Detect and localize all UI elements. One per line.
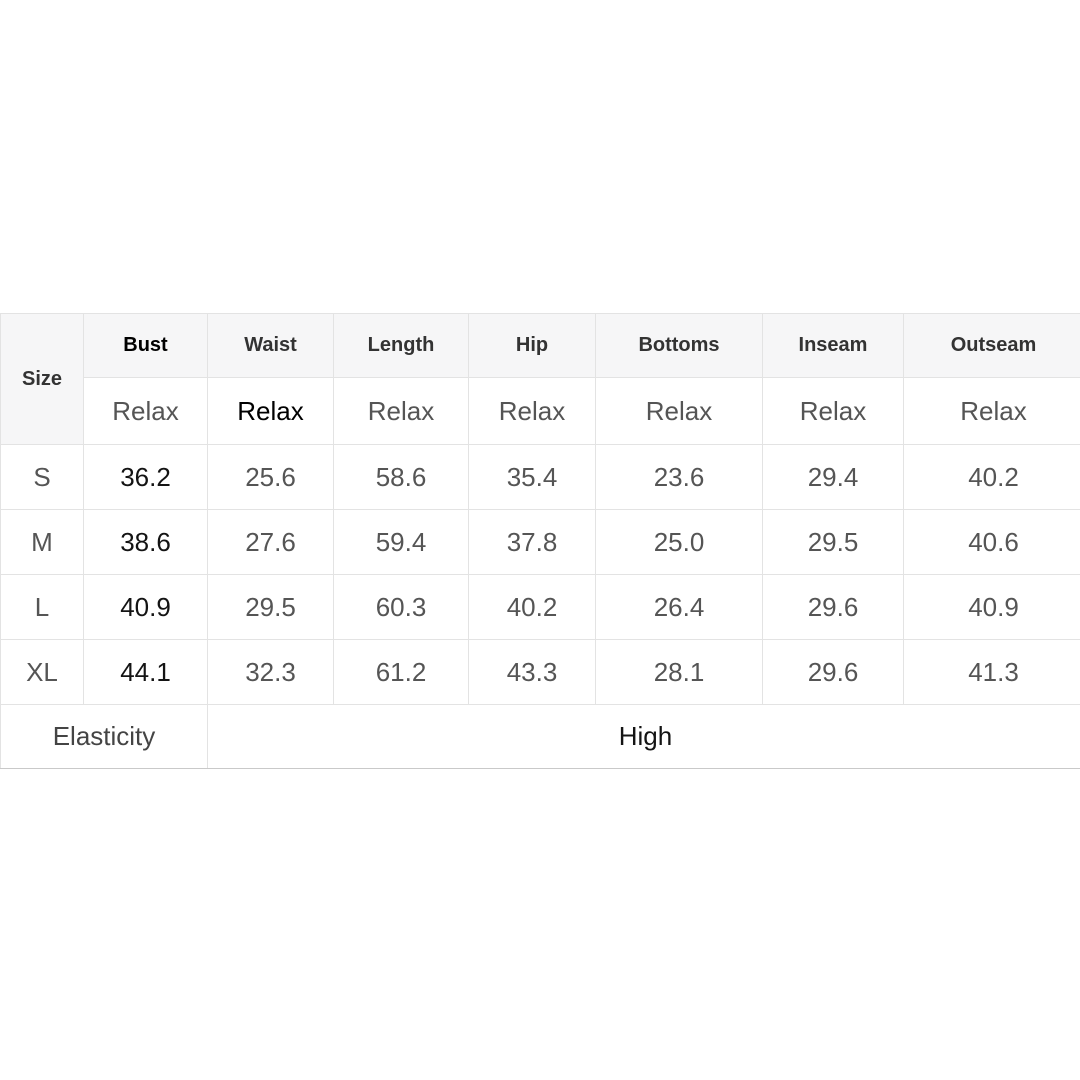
size-header-cell: Size bbox=[0, 313, 84, 445]
value-cell: 40.6 bbox=[903, 509, 1080, 575]
value-cell: 25.0 bbox=[595, 509, 763, 575]
value-cell: 37.8 bbox=[468, 509, 596, 575]
value-cell: 25.6 bbox=[207, 444, 334, 510]
elasticity-value-cell: High bbox=[207, 704, 1080, 769]
value-cell: 44.1 bbox=[83, 639, 208, 705]
size-label-m: M bbox=[0, 509, 84, 575]
value-cell: 29.6 bbox=[762, 574, 904, 640]
fit-cell-outseam: Relax bbox=[903, 377, 1080, 445]
value-cell: 38.6 bbox=[83, 509, 208, 575]
size-label-s: S bbox=[0, 444, 84, 510]
value-cell: 32.3 bbox=[207, 639, 334, 705]
size-label-l: L bbox=[0, 574, 84, 640]
size-chart-section: Size Bust Waist Length Hip Bottoms Insea… bbox=[0, 313, 1080, 769]
size-chart-table: Size Bust Waist Length Hip Bottoms Insea… bbox=[0, 313, 1080, 769]
size-label-xl: XL bbox=[0, 639, 84, 705]
col-header-outseam: Outseam bbox=[903, 313, 1080, 378]
value-cell: 23.6 bbox=[595, 444, 763, 510]
fit-row: Relax Relax Relax Relax Relax Relax Rela… bbox=[1, 377, 1080, 445]
size-row-s: S 36.2 25.6 58.6 35.4 23.6 29.4 40.2 bbox=[0, 444, 1080, 510]
size-row-xl: XL 44.1 32.3 61.2 43.3 28.1 29.6 41.3 bbox=[0, 639, 1080, 705]
col-header-length: Length bbox=[333, 313, 469, 378]
value-cell: 36.2 bbox=[83, 444, 208, 510]
fit-cell-hip: Relax bbox=[468, 377, 596, 445]
value-cell: 40.2 bbox=[903, 444, 1080, 510]
value-cell: 61.2 bbox=[333, 639, 469, 705]
value-cell: 27.6 bbox=[207, 509, 334, 575]
value-cell: 29.5 bbox=[207, 574, 334, 640]
elasticity-label-cell: Elasticity bbox=[0, 704, 208, 769]
col-header-hip: Hip bbox=[468, 313, 596, 378]
value-cell: 29.4 bbox=[762, 444, 904, 510]
value-cell: 60.3 bbox=[333, 574, 469, 640]
fit-cell-inseam: Relax bbox=[762, 377, 904, 445]
col-header-bust: Bust bbox=[83, 313, 208, 378]
value-cell: 40.9 bbox=[83, 574, 208, 640]
fit-cell-bottoms: Relax bbox=[595, 377, 763, 445]
value-cell: 29.5 bbox=[762, 509, 904, 575]
col-header-waist: Waist bbox=[207, 313, 334, 378]
col-header-bottoms: Bottoms bbox=[595, 313, 763, 378]
value-cell: 58.6 bbox=[333, 444, 469, 510]
value-cell: 35.4 bbox=[468, 444, 596, 510]
value-cell: 28.1 bbox=[595, 639, 763, 705]
value-cell: 43.3 bbox=[468, 639, 596, 705]
fit-cell-length: Relax bbox=[333, 377, 469, 445]
value-cell: 40.9 bbox=[903, 574, 1080, 640]
header-row: Size Bust Waist Length Hip Bottoms Insea… bbox=[0, 313, 1080, 445]
fit-cell-waist: Relax bbox=[207, 377, 334, 445]
value-cell: 41.3 bbox=[903, 639, 1080, 705]
size-row-l: L 40.9 29.5 60.3 40.2 26.4 29.6 40.9 bbox=[0, 574, 1080, 640]
value-cell: 59.4 bbox=[333, 509, 469, 575]
value-cell: 26.4 bbox=[595, 574, 763, 640]
fit-cell-bust: Relax bbox=[83, 377, 208, 445]
value-cell: 29.6 bbox=[762, 639, 904, 705]
value-cell: 40.2 bbox=[468, 574, 596, 640]
size-row-m: M 38.6 27.6 59.4 37.8 25.0 29.5 40.6 bbox=[0, 509, 1080, 575]
elasticity-row: Elasticity High bbox=[0, 704, 1080, 769]
col-header-inseam: Inseam bbox=[762, 313, 904, 378]
